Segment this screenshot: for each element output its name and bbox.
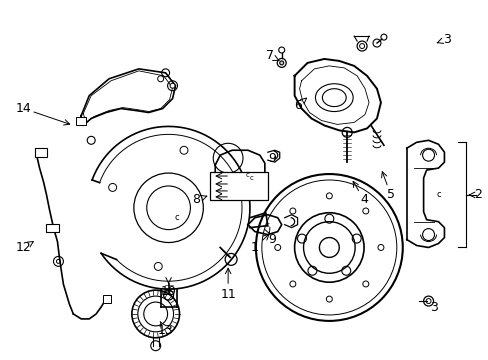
Text: 9: 9 bbox=[267, 152, 275, 165]
Text: 14: 14 bbox=[16, 102, 32, 115]
Circle shape bbox=[279, 61, 283, 65]
Text: 3: 3 bbox=[429, 301, 437, 314]
Text: 10: 10 bbox=[161, 285, 176, 298]
Bar bbox=[210, 172, 267, 200]
Text: 2: 2 bbox=[473, 188, 481, 201]
Text: c: c bbox=[174, 213, 179, 222]
Text: c: c bbox=[265, 222, 269, 228]
Bar bbox=[35, 148, 46, 157]
Text: 12: 12 bbox=[16, 241, 32, 254]
Bar bbox=[76, 117, 86, 125]
Text: c: c bbox=[435, 190, 440, 199]
Text: 4: 4 bbox=[359, 193, 367, 206]
Text: 7: 7 bbox=[265, 49, 273, 63]
Text: 8: 8 bbox=[192, 193, 200, 206]
Bar bbox=[45, 224, 60, 231]
Text: 1: 1 bbox=[250, 241, 258, 254]
Text: c: c bbox=[249, 175, 253, 181]
Text: 6: 6 bbox=[293, 99, 301, 112]
Circle shape bbox=[170, 83, 175, 88]
Text: 13: 13 bbox=[158, 324, 173, 337]
Text: 9: 9 bbox=[267, 233, 275, 246]
Text: c: c bbox=[245, 172, 249, 178]
Bar bbox=[103, 295, 111, 303]
Text: 3: 3 bbox=[443, 33, 450, 46]
Text: 11: 11 bbox=[220, 288, 236, 301]
Text: 5: 5 bbox=[386, 188, 394, 201]
